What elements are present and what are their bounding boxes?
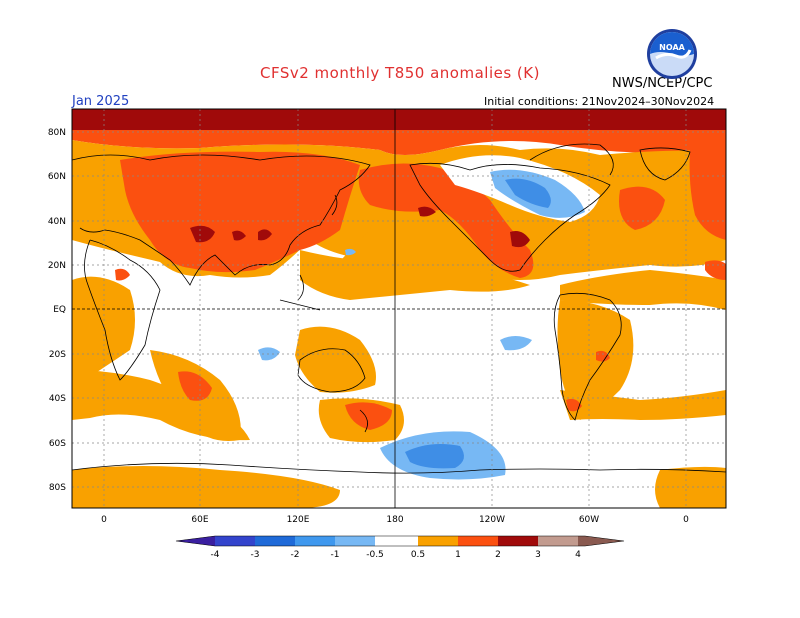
colorbar-label: 2 xyxy=(495,550,501,560)
lat-label: EQ xyxy=(53,305,66,315)
colorbar-label: 1 xyxy=(455,550,461,560)
colorbar-label: -3 xyxy=(251,550,260,560)
lon-label: 0 xyxy=(683,515,689,525)
lat-labels: 80N 60N 40N 20N EQ 20S 40S 60S 80S xyxy=(48,128,66,493)
lat-label: 20S xyxy=(49,350,66,360)
colorbar-swatch xyxy=(295,536,335,546)
colorbar-swatch xyxy=(498,536,538,546)
lat-label: 40N xyxy=(48,217,66,227)
colorbar-label: 4 xyxy=(575,550,581,560)
map-frame xyxy=(71,108,727,509)
colorbar-swatch xyxy=(215,536,255,546)
lat-label: 40S xyxy=(49,394,66,404)
colorbar: -4 -3 -2 -1 -0.5 0.5 1 2 3 4 xyxy=(175,535,625,560)
colorbar-label: 0.5 xyxy=(411,550,425,560)
colorbar-swatch xyxy=(418,536,458,546)
colorbar-label: -1 xyxy=(331,550,340,560)
initial-conditions: Initial conditions: 21Nov2024–30Nov2024 xyxy=(484,95,715,108)
colorbar-swatch xyxy=(578,536,585,546)
colorbar-swatch xyxy=(255,536,295,546)
colorbar-label: -2 xyxy=(291,550,300,560)
lat-label: 80N xyxy=(48,128,66,138)
colorbar-label: 3 xyxy=(535,550,541,560)
colorbar-swatch xyxy=(538,536,578,546)
colorbar-arrow-right xyxy=(585,536,624,546)
map-title: CFSv2 monthly T850 anomalies (K) xyxy=(260,64,540,82)
colorbar-arrow-left xyxy=(176,536,215,546)
noaa-logo: NOAA xyxy=(647,29,697,79)
lat-label: 20N xyxy=(48,261,66,271)
colorbar-swatch xyxy=(375,536,418,546)
colorbar-label: -0.5 xyxy=(366,550,384,560)
lon-labels: 0 60E 120E 180 120W 60W 0 xyxy=(101,515,689,525)
lon-label: 120W xyxy=(479,515,505,525)
lat-label: 60N xyxy=(48,172,66,182)
coastlines xyxy=(72,143,726,474)
forecast-month: Jan 2025 xyxy=(72,94,130,109)
lat-label: 80S xyxy=(49,483,66,493)
lon-label: 60E xyxy=(191,515,208,525)
anomaly-shading xyxy=(72,109,726,508)
lon-label: 120E xyxy=(287,515,310,525)
lon-label: 0 xyxy=(101,515,107,525)
grid-lines xyxy=(72,109,726,508)
colorbar-swatch xyxy=(335,536,375,546)
lon-label: 60W xyxy=(579,515,599,525)
svg-text:NOAA: NOAA xyxy=(659,43,685,52)
colorbar-label: -4 xyxy=(211,550,220,560)
agency-label: NWS/NCEP/CPC xyxy=(612,76,713,91)
colorbar-swatch xyxy=(458,536,498,546)
lon-label: 180 xyxy=(386,515,403,525)
lat-label: 60S xyxy=(49,439,66,449)
